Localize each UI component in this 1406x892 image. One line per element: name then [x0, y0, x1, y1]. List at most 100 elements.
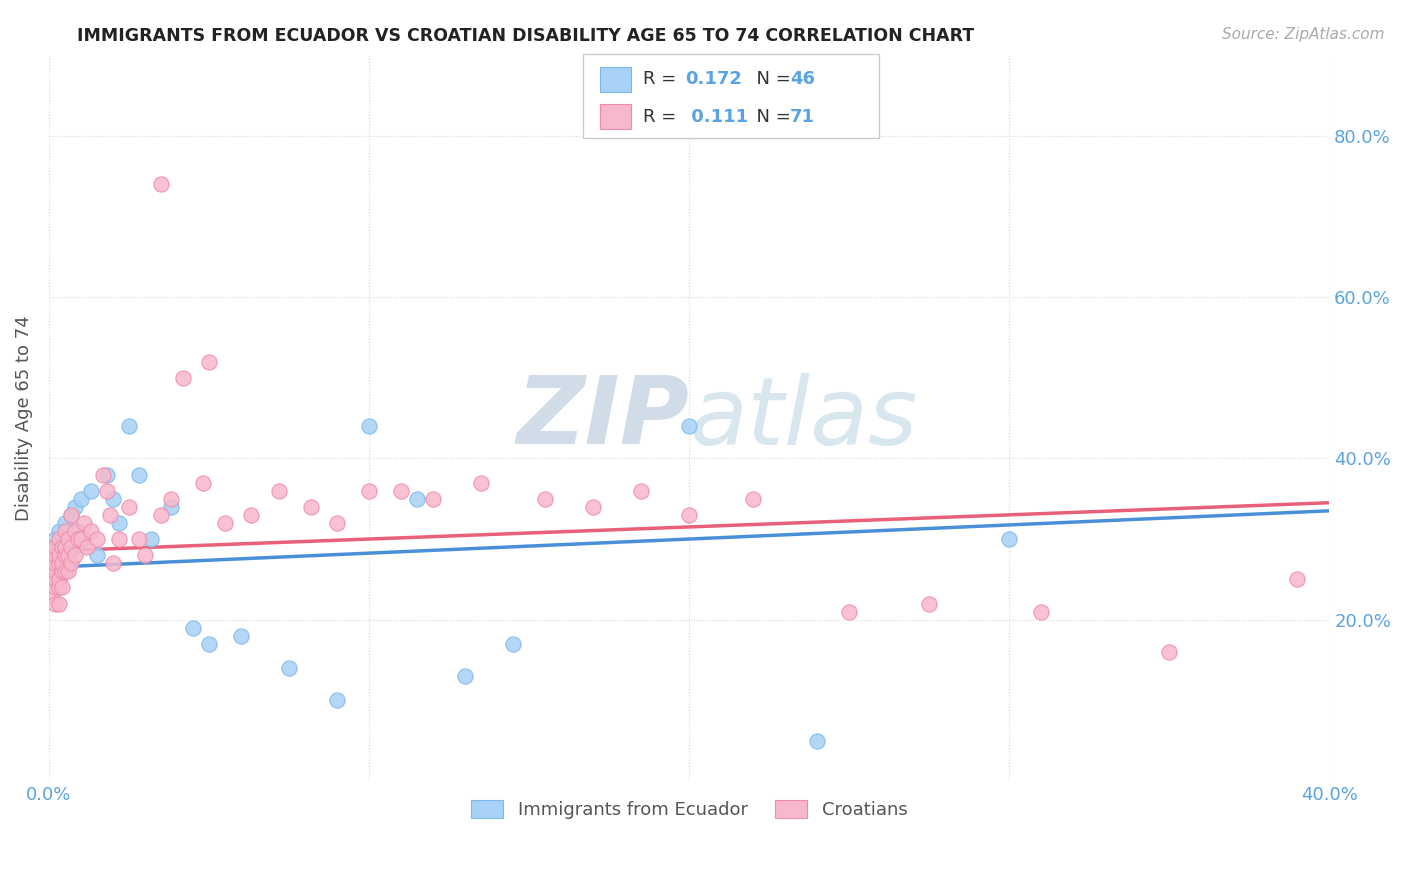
Text: ZIP: ZIP: [516, 372, 689, 464]
Point: [229, 629, 252, 643]
Point: [48, 548, 70, 562]
Point: [51, 581, 73, 595]
Point: [48, 573, 70, 587]
Point: [53, 564, 76, 578]
Point: [198, 637, 221, 651]
Text: 0.111: 0.111: [685, 108, 748, 126]
Point: [534, 491, 557, 506]
Point: [63, 524, 86, 538]
Text: 46: 46: [790, 70, 815, 88]
Point: [76, 540, 98, 554]
Point: [48, 556, 70, 570]
Point: [60, 508, 83, 522]
Point: [134, 548, 156, 562]
Point: [96, 483, 118, 498]
Point: [70, 491, 93, 506]
Point: [678, 508, 700, 522]
Point: [41, 548, 63, 562]
Point: [44, 564, 66, 578]
Point: [53, 548, 76, 562]
Point: [278, 661, 301, 675]
Point: [44, 581, 66, 595]
Point: [66, 524, 89, 538]
Point: [63, 548, 86, 562]
Point: [44, 532, 66, 546]
Point: [326, 516, 349, 530]
Point: [101, 491, 124, 506]
Point: [56, 564, 79, 578]
Point: [150, 508, 173, 522]
Point: [742, 491, 765, 506]
Point: [172, 370, 194, 384]
Point: [51, 532, 73, 546]
Point: [239, 508, 262, 522]
Text: R =: R =: [643, 70, 682, 88]
Point: [41, 540, 63, 554]
Point: [44, 556, 66, 570]
Point: [159, 500, 181, 514]
Point: [108, 532, 131, 546]
Point: [470, 475, 492, 490]
Point: [118, 419, 141, 434]
Point: [60, 508, 83, 522]
Point: [838, 605, 860, 619]
Point: [73, 532, 96, 546]
Point: [357, 419, 380, 434]
Point: [51, 548, 73, 562]
Point: [108, 516, 131, 530]
Point: [98, 508, 121, 522]
Point: [128, 467, 150, 482]
Point: [389, 483, 412, 498]
Point: [357, 483, 380, 498]
Point: [214, 516, 236, 530]
Point: [48, 532, 70, 546]
Point: [96, 467, 118, 482]
Point: [48, 581, 70, 595]
Point: [44, 564, 66, 578]
Point: [44, 573, 66, 587]
Point: [44, 548, 66, 562]
Point: [53, 556, 76, 570]
Point: [56, 548, 79, 562]
Point: [48, 524, 70, 538]
Point: [998, 532, 1021, 546]
Point: [41, 556, 63, 570]
Point: [41, 556, 63, 570]
Point: [48, 597, 70, 611]
Text: IMMIGRANTS FROM ECUADOR VS CROATIAN DISABILITY AGE 65 TO 74 CORRELATION CHART: IMMIGRANTS FROM ECUADOR VS CROATIAN DISA…: [77, 27, 974, 45]
Point: [118, 500, 141, 514]
Point: [454, 669, 477, 683]
Point: [44, 597, 66, 611]
Point: [51, 564, 73, 578]
Text: 0.172: 0.172: [685, 70, 741, 88]
Point: [918, 597, 941, 611]
Point: [41, 564, 63, 578]
Point: [502, 637, 524, 651]
Point: [93, 467, 115, 482]
Point: [79, 483, 101, 498]
Point: [56, 548, 79, 562]
Point: [66, 532, 89, 546]
Point: [326, 693, 349, 707]
Point: [44, 540, 66, 554]
Text: 71: 71: [790, 108, 815, 126]
Point: [630, 483, 652, 498]
Y-axis label: Disability Age 65 to 74: Disability Age 65 to 74: [15, 315, 32, 521]
Point: [53, 540, 76, 554]
Point: [806, 733, 828, 747]
Point: [53, 540, 76, 554]
Text: N =: N =: [745, 70, 797, 88]
Point: [128, 532, 150, 546]
Point: [159, 491, 181, 506]
Point: [51, 556, 73, 570]
Point: [198, 354, 221, 368]
Text: Source: ZipAtlas.com: Source: ZipAtlas.com: [1222, 27, 1385, 42]
Point: [60, 540, 83, 554]
Point: [1286, 573, 1309, 587]
Point: [56, 532, 79, 546]
Point: [181, 621, 204, 635]
Point: [1031, 605, 1053, 619]
Point: [73, 516, 96, 530]
Point: [269, 483, 291, 498]
Point: [41, 573, 63, 587]
